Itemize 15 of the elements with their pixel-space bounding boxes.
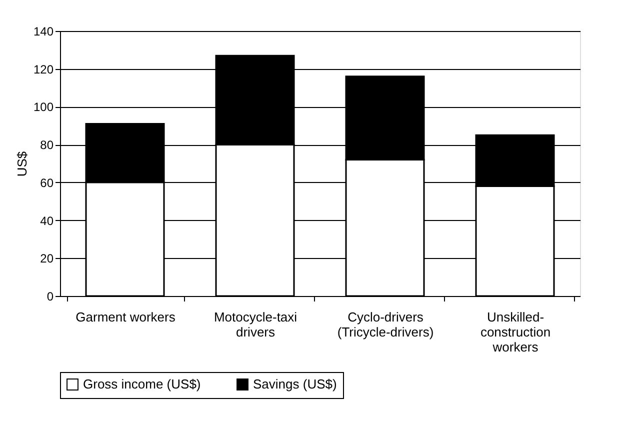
x-tick-label: Cyclo-drivers (Tricycle-drivers) xyxy=(337,310,434,340)
legend-label: Savings (US$) xyxy=(253,376,337,392)
x-tick-label: Garment workers xyxy=(76,310,176,324)
y-tick-label: 100 xyxy=(33,100,54,114)
y-axis-title: US$ xyxy=(14,150,30,177)
x-tick-label: Unskilled-construction workers xyxy=(480,310,551,354)
y-tick-label: 60 xyxy=(40,176,54,190)
y-tick-label: 0 xyxy=(46,290,54,304)
legend-label: Gross income (US$) xyxy=(83,376,201,392)
y-tick-label: 80 xyxy=(40,138,54,152)
y-tick-label: 20 xyxy=(40,252,54,266)
y-tick-label: 120 xyxy=(33,62,54,76)
y-tick-label: 140 xyxy=(33,24,54,38)
x-tick-label: Motocycle-taxi drivers xyxy=(214,310,298,340)
y-tick-label: 40 xyxy=(40,214,54,228)
